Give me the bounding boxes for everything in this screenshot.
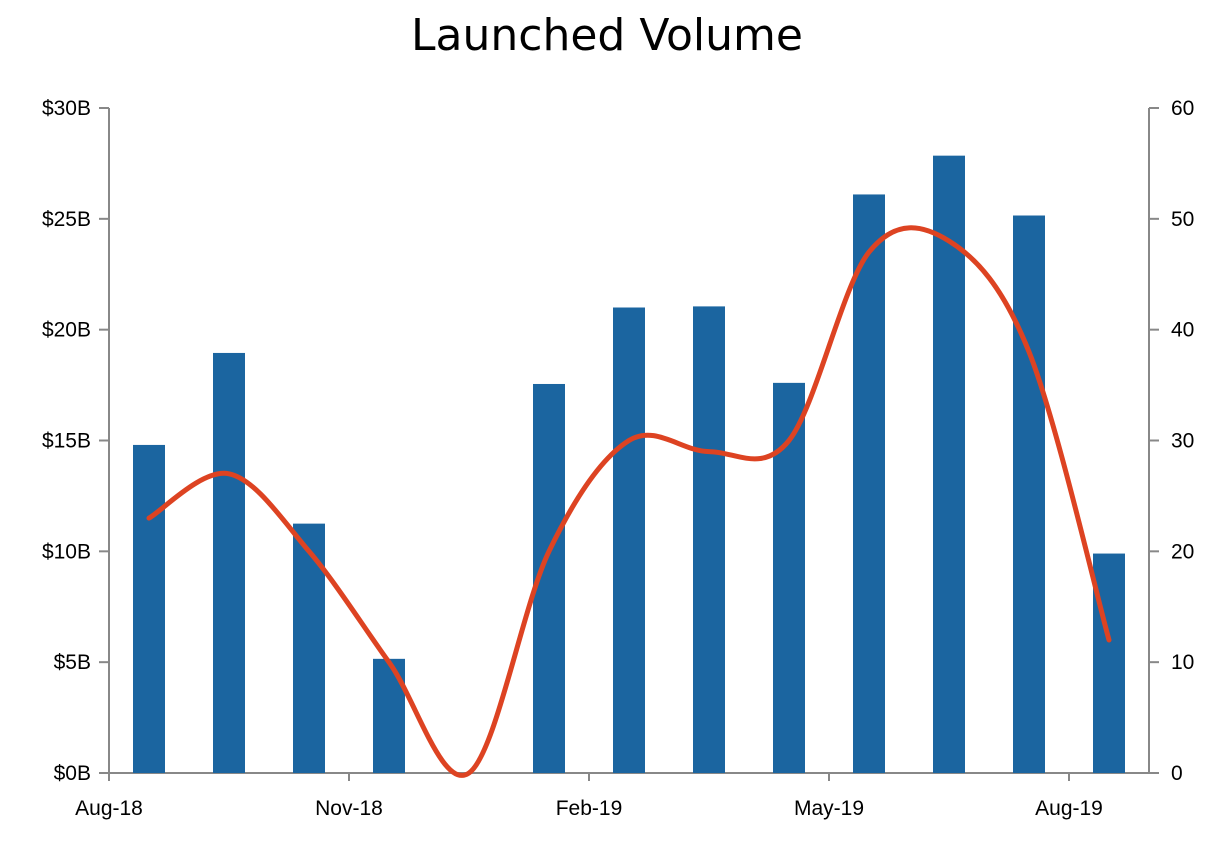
y-left-tick-label: $25B: [42, 208, 91, 231]
x-tick-label: May-19: [794, 797, 864, 820]
volume-bar: [693, 306, 725, 773]
y-right-tick-label: 40: [1171, 319, 1194, 342]
y-left-tick-label: $5B: [54, 651, 91, 674]
y-right-tick-label: 0: [1171, 762, 1183, 785]
volume-bar: [1013, 215, 1045, 774]
y-right-tick-label: 60: [1171, 97, 1194, 120]
y-left-tick-label: $30B: [42, 97, 91, 120]
chart-title: Launched Volume: [411, 10, 803, 61]
y-right-tick-label: 30: [1171, 430, 1194, 453]
y-left-tick-label: $15B: [42, 430, 91, 453]
y-left-tick-label: $0B: [54, 762, 91, 785]
y-right-tick-label: 20: [1171, 540, 1194, 563]
y-left-tick-label: $20B: [42, 319, 91, 342]
y-right-tick-label: 10: [1171, 651, 1194, 674]
volume-bar: [933, 155, 965, 774]
volume-bar: [133, 444, 165, 773]
x-tick-label: Aug-19: [1035, 797, 1103, 820]
volume-bar: [213, 352, 245, 773]
y-right-tick-label: 50: [1171, 208, 1194, 231]
volume-bar: [293, 523, 325, 773]
volume-bar: [853, 194, 885, 773]
volume-bar: [613, 307, 645, 773]
y-left-tick-label: $10B: [42, 540, 91, 563]
x-tick-label: Feb-19: [556, 797, 623, 820]
count-line: [146, 225, 1112, 778]
x-tick-label: Nov-18: [315, 797, 383, 820]
x-tick-label: Aug-18: [75, 797, 143, 820]
